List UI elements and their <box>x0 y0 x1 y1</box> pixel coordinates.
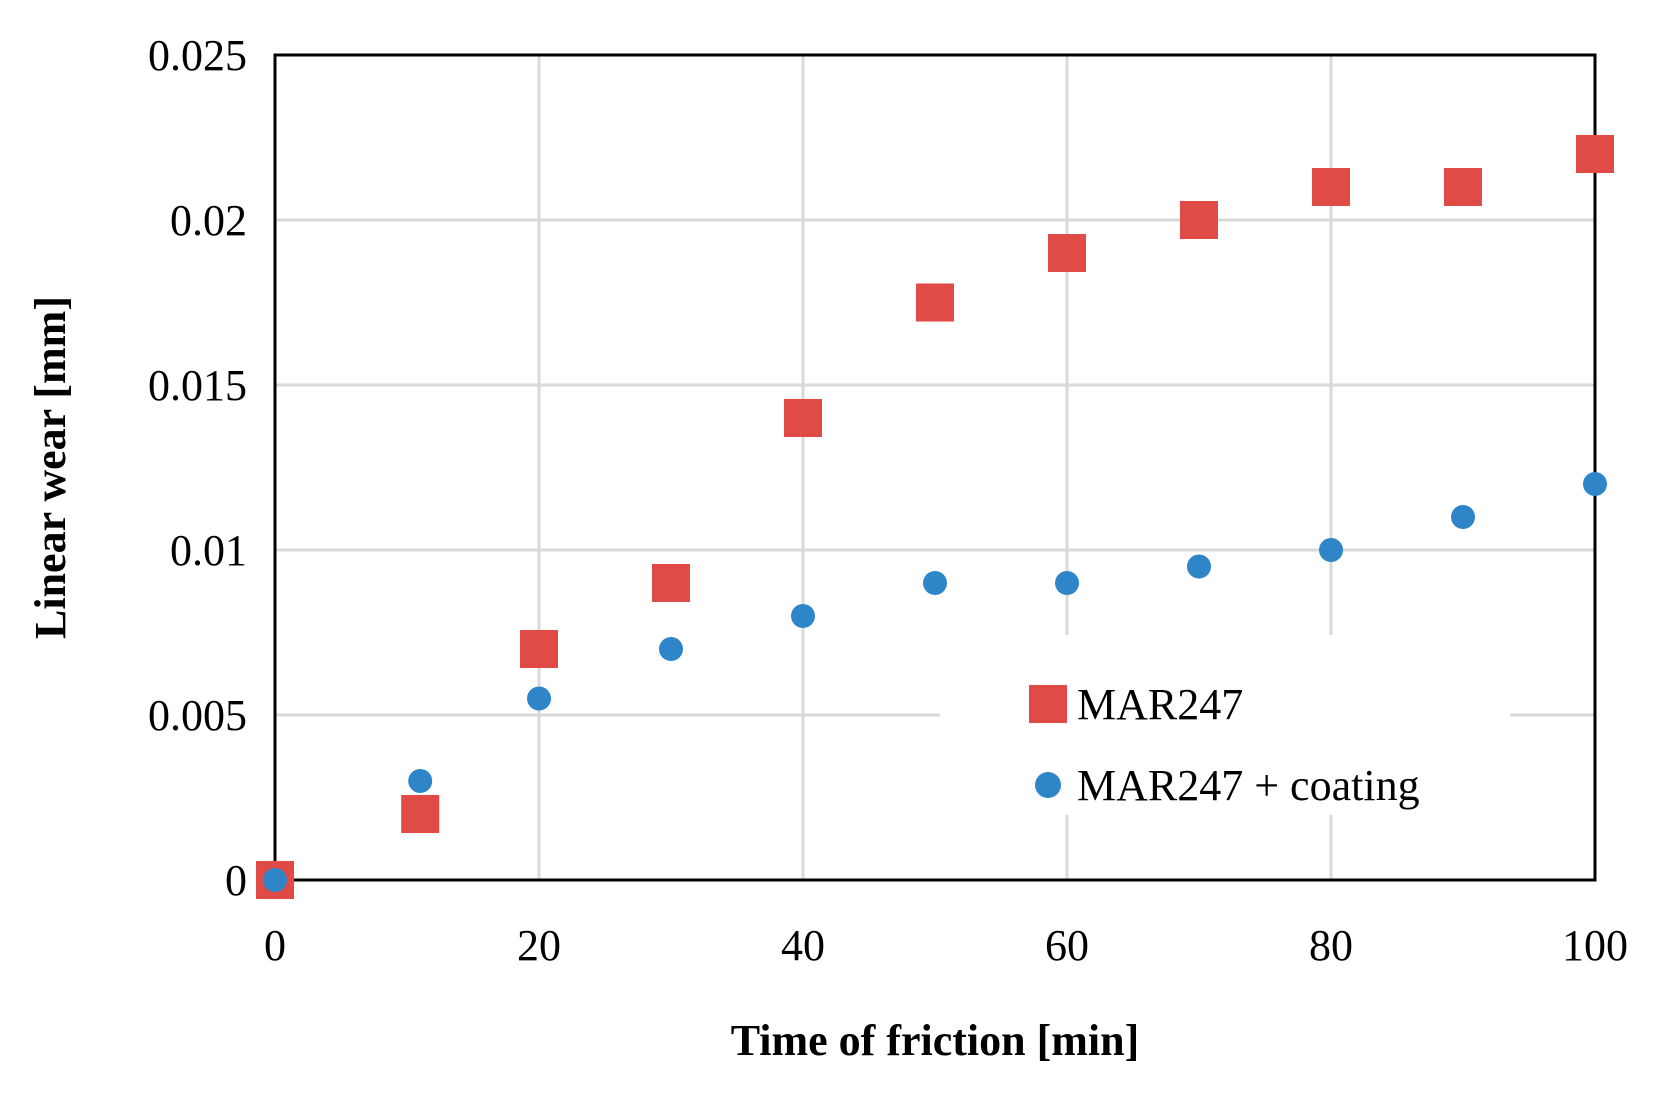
data-point-mar247-coating <box>408 769 433 793</box>
x-tick-label: 40 <box>781 921 825 970</box>
data-point-mar247-coating <box>659 637 683 661</box>
legend-marker-mar247-coating <box>1035 772 1061 798</box>
y-axis-title: Linear wear [mm] <box>26 296 75 639</box>
legend-marker-mar247 <box>1029 685 1067 723</box>
legend-label-mar247: MAR247 <box>1077 680 1243 729</box>
data-point-mar247 <box>401 795 440 833</box>
data-point-mar247 <box>916 283 954 322</box>
x-tick-label: 0 <box>264 921 286 970</box>
data-point-mar247-coating <box>791 604 815 628</box>
x-tick-label: 20 <box>517 921 561 970</box>
plot-area-frame <box>273 53 1597 882</box>
data-point-mar247-coating <box>1583 472 1607 496</box>
x-tick-label: 60 <box>1045 921 1089 970</box>
data-points <box>256 135 1614 899</box>
data-point-mar247-coating <box>1451 505 1475 529</box>
data-point-mar247-coating <box>923 571 947 595</box>
y-axis-tick-labels: 0 0.005 0.01 0.015 0.02 0.025 <box>148 31 247 905</box>
x-axis-tick-labels: 0 20 40 60 80 100 <box>264 921 1628 970</box>
data-point-mar247-coating <box>1055 571 1079 595</box>
legend: MAR247 MAR247 + coating <box>940 635 1510 815</box>
y-tick-label: 0.01 <box>170 526 247 575</box>
x-tick-label: 100 <box>1562 921 1628 970</box>
data-point-mar247 <box>1312 168 1350 206</box>
data-point-mar247 <box>1180 201 1218 239</box>
data-point-mar247-coating <box>263 868 287 892</box>
data-point-mar247 <box>1048 234 1086 272</box>
data-point-mar247 <box>652 564 690 602</box>
data-point-mar247 <box>520 630 558 668</box>
data-point-mar247-coating <box>527 686 551 711</box>
data-point-mar247 <box>1444 168 1482 206</box>
y-tick-label: 0.015 <box>148 361 247 410</box>
x-axis-title: Time of friction [min] <box>731 1016 1140 1065</box>
y-tick-label: 0.02 <box>170 196 247 245</box>
data-point-mar247-coating <box>1187 554 1211 579</box>
data-point-mar247 <box>1576 135 1614 173</box>
y-tick-label: 0.005 <box>148 691 247 740</box>
y-tick-label: 0.025 <box>148 31 247 80</box>
y-tick-label: 0 <box>225 856 247 905</box>
x-tick-label: 80 <box>1309 921 1353 970</box>
data-point-mar247 <box>784 399 822 437</box>
data-point-mar247-coating <box>1319 538 1343 562</box>
legend-label-mar247-coating: MAR247 + coating <box>1077 761 1420 810</box>
